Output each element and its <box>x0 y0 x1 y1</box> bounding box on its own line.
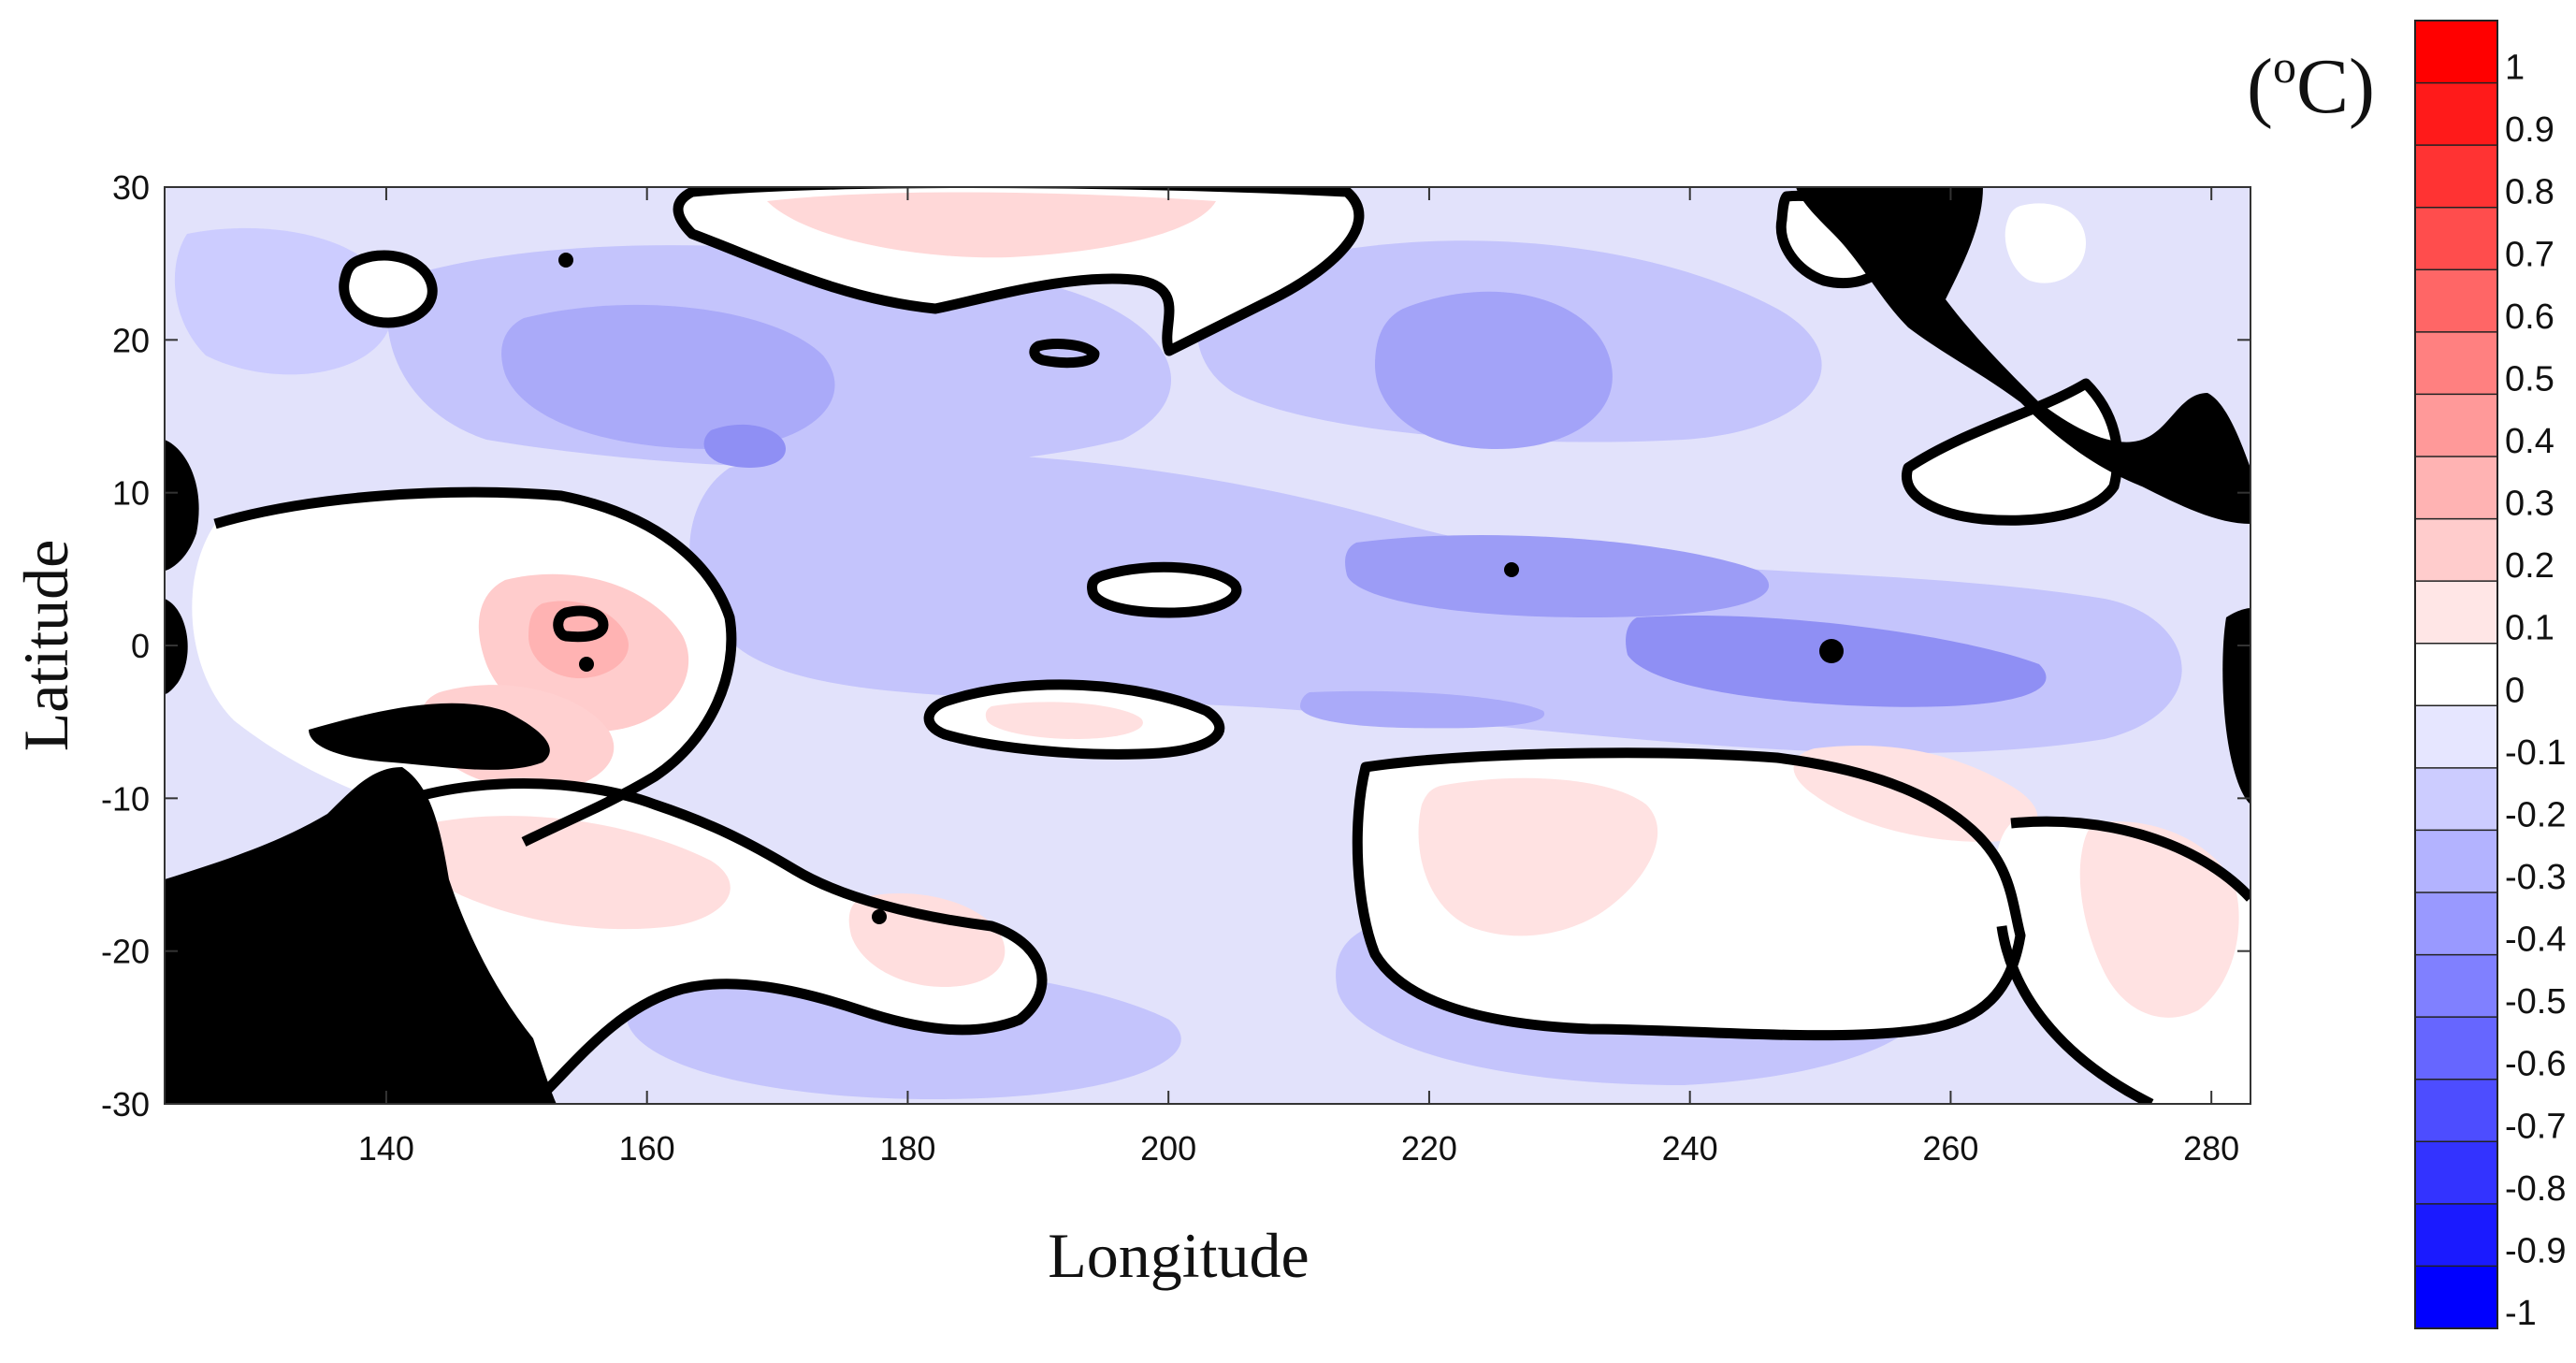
colorbar-level-label: -0.2 <box>2505 795 2566 834</box>
y-tick-label: 0 <box>131 627 150 665</box>
colorbar-swatch <box>2415 82 2497 146</box>
colorbar-level-label: -1 <box>2505 1294 2537 1333</box>
y-tick-label: 20 <box>112 321 150 359</box>
y-axis-title: Latitude <box>10 540 81 752</box>
y-tick-label: 10 <box>112 474 150 513</box>
colorbar-swatch <box>2415 1203 2497 1267</box>
colorbar-swatch <box>2415 269 2497 333</box>
colorbar-level-label: 0.7 <box>2505 235 2554 274</box>
y-tick-label: -20 <box>101 933 150 971</box>
colorbar-level-label: 0.4 <box>2505 422 2554 461</box>
colorbar-level-label: 0.8 <box>2505 173 2554 212</box>
colorbar-unit-label: (oC) <box>2247 40 2375 130</box>
south-america-landmass <box>2222 608 2250 805</box>
colorbar-level-label: -0.1 <box>2505 733 2566 773</box>
x-axis: 140 160 180 200 220 240 260 280 <box>358 187 2239 1167</box>
colorbar-level-label: 0.9 <box>2505 110 2554 150</box>
colorbar-swatch <box>2415 331 2497 395</box>
colorbar-swatch <box>2415 830 2497 893</box>
colorbar-level-label: 0.3 <box>2505 485 2554 524</box>
colorbar-swatch <box>2415 954 2497 1018</box>
colorbar-swatch <box>2415 21 2497 84</box>
x-tick-label: 200 <box>1140 1129 1196 1167</box>
colorbar-frame <box>2414 20 2498 1329</box>
x-tick-label: 220 <box>1401 1129 1457 1167</box>
colorbar-level-label: -0.6 <box>2505 1045 2566 1084</box>
new-guinea-landmass <box>309 703 550 770</box>
colorbar-level-label: 0.1 <box>2505 609 2554 648</box>
north-america-landmass <box>1796 187 2250 524</box>
land-masses <box>165 187 2250 1104</box>
map-plot-area <box>165 187 2250 1104</box>
colorbar-swatch <box>2415 1017 2497 1080</box>
y-axis: 30 20 10 0 -10 -20 -30 <box>101 168 2250 1124</box>
x-tick-label: 180 <box>879 1129 935 1167</box>
colorbar-level-label: 1 <box>2505 49 2525 88</box>
x-tick-label: 240 <box>1662 1129 1718 1167</box>
y-tick-label: -30 <box>101 1085 150 1124</box>
x-tick-label: 280 <box>2183 1129 2239 1167</box>
colorbar-swatch <box>2415 892 2497 956</box>
colorbar-swatch <box>2415 705 2497 769</box>
australia-landmass <box>165 767 557 1104</box>
colorbar-swatch <box>2415 767 2497 831</box>
colorbar-level-label: -0.5 <box>2505 982 2566 1022</box>
colorbar-swatch <box>2415 643 2497 706</box>
y-tick-label: 30 <box>112 168 150 207</box>
unit-superscript: o <box>2273 40 2296 93</box>
colorbar-level-label: -0.7 <box>2505 1107 2566 1146</box>
x-tick-label: 260 <box>1922 1129 1978 1167</box>
colorbar-level-label: 0.2 <box>2505 546 2554 586</box>
colorbar: 1 0.9 0.8 0.7 0.6 0.5 0.4 0.3 0.2 0.1 0 -0.1 -0.2 -0.… <box>2414 20 2566 1333</box>
colorbar-level-label: -0.9 <box>2505 1231 2566 1270</box>
colorbar-swatch <box>2415 581 2497 645</box>
x-axis-title: Longitude <box>1048 1220 1310 1291</box>
colorbar-swatch <box>2415 1266 2497 1329</box>
colorbar-level-label: -0.4 <box>2505 921 2566 960</box>
x-tick-label: 140 <box>358 1129 414 1167</box>
y-tick-label: -10 <box>101 779 150 818</box>
colorbar-level-label: 0.6 <box>2505 297 2554 337</box>
colorbar-swatch <box>2415 394 2497 457</box>
zero-contours <box>213 187 2250 1104</box>
colorbar-swatch <box>2415 457 2497 520</box>
colorbar-swatch <box>2415 207 2497 270</box>
colorbar-level-label: 0.5 <box>2505 359 2554 399</box>
colorbar-swatch <box>2415 1141 2497 1205</box>
colorbar-level-label: 0 <box>2505 671 2525 710</box>
colorbar-swatch <box>2415 145 2497 209</box>
colorbar-swatch <box>2415 1079 2497 1142</box>
maritime-continent-islands <box>165 440 199 571</box>
x-tick-label: 160 <box>619 1129 675 1167</box>
colorbar-level-label: -0.8 <box>2505 1169 2566 1209</box>
colorbar-swatch <box>2415 518 2497 582</box>
colorbar-level-label: -0.3 <box>2505 858 2566 897</box>
